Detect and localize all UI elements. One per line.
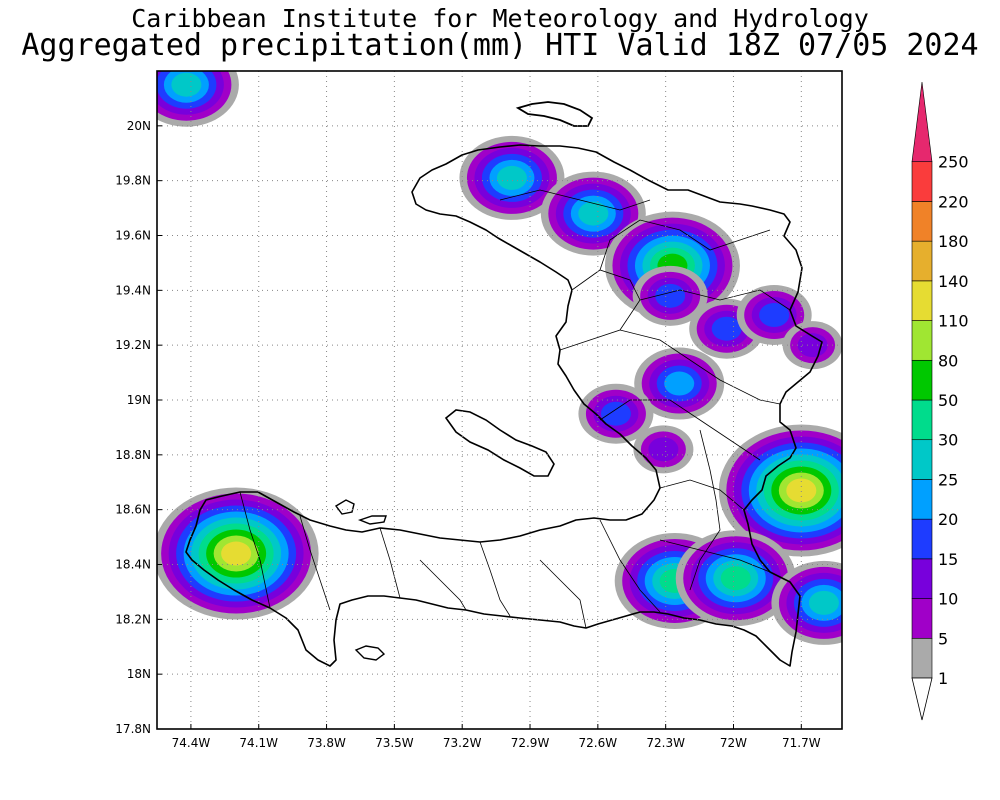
colorbar-label: 140 [938,272,969,291]
colorbar-segment [911,280,933,321]
precip-cell [632,265,708,326]
colorbar-segment [911,320,933,361]
colorbar-segment [911,637,933,679]
precip-ring [171,72,202,97]
lat-tick-label: 19N [127,393,151,407]
lat-tick-label: 19.4N [115,283,151,297]
precip-cell [675,530,796,627]
admin-boundaries [239,189,791,629]
precip-ring [578,201,609,226]
lon-tick-label: 74.4W [172,736,211,750]
lat-tick-label: 18N [127,667,151,681]
lat-tick-label: 18.6N [115,503,151,517]
colorbar-label: 5 [938,629,948,648]
precip-ring [664,371,695,396]
lon-tick-label: 72.6W [579,736,618,750]
colorbar-segment [911,201,933,242]
lon-tick-label: 73.2W [443,736,482,750]
precip-cell [157,71,239,127]
colorbar-segment [911,240,933,282]
precip-cell [718,424,842,557]
lat-tick-label: 19.8N [115,174,151,188]
precipitation-layer [157,71,842,645]
colorbar-segment [911,161,933,202]
lon-tick-label: 73.8W [307,736,346,750]
colorbar-label: 220 [938,192,969,211]
ile-a-vache [354,645,386,661]
precip-ring [711,316,742,341]
cayemites-islands [334,499,387,525]
colorbar-segment [911,439,933,480]
map-title-line1: Caribbean Institute for Meteorology and … [131,4,869,33]
precip-cell [459,135,565,220]
lon-tick-label: 73.5W [375,736,414,750]
colorbar-segment [911,399,933,441]
axis-labels: 20N 19.8N 19.6N 19.4N 19.2N 19N 18.8N 18.6N 18.4… [115,119,820,750]
colorbar-segment [911,518,933,560]
lat-tick-label: 19.6N [115,229,151,243]
haiti-mainland-outline [185,144,823,667]
tortuga-island [515,101,594,127]
colorbar-label: 1 [938,669,948,688]
precip-cell [157,487,319,620]
gonave-island [444,409,555,477]
colorbar-label: 30 [938,431,958,450]
colorbar-label: 180 [938,232,969,251]
lat-tick-label: 18.4N [115,558,151,572]
precip-ring [648,437,679,462]
precip-cell [633,425,694,474]
lon-tick-label: 71.7W [782,736,821,750]
precip-ring [496,165,527,190]
colorbar-label: 15 [938,550,958,569]
colorbar-label: 50 [938,391,958,410]
coastline-layer [185,101,823,667]
lon-tick-label: 72.3W [646,736,685,750]
lat-tick-label: 19.2N [115,338,151,352]
precip-ring [600,401,631,426]
lat-tick-label: 18.8N [115,448,151,462]
lat-tick-label: 18.2N [115,612,151,626]
colorbar-label: 10 [938,590,958,609]
lon-tick-label: 72.9W [511,736,550,750]
lon-tick-label: 74.1W [239,736,278,750]
colorbar-segment [911,479,933,520]
map-title-line2: Aggregated precipitation(mm) HTI Valid 1… [21,28,979,63]
lat-tick-label: 20N [127,119,151,133]
colorbar-label: 250 [938,153,969,172]
precip-ring [655,283,686,308]
precip-ring [786,478,817,503]
colorbar-bottom-arrow [911,677,933,721]
colorbar-segment [911,558,933,599]
colorbar-segment [911,598,933,639]
colorbar-label: 110 [938,312,969,331]
precip-ring [720,566,751,591]
precip-ring [221,541,252,566]
precip-cell [736,285,812,346]
colorbar-label: 80 [938,351,958,370]
precip-ring [808,590,839,615]
lon-tick-label: 72W [720,736,747,750]
colorbar-label: 20 [938,510,958,529]
precip-ring [759,303,790,328]
colorbar-top-arrow [911,81,933,163]
colorbar-label: 25 [938,470,958,489]
graticule [157,71,842,729]
precip-cell [634,347,725,420]
precip-cell [771,560,842,645]
colorbar-segment [911,359,933,401]
lat-tick-label: 17.8N [115,722,151,736]
